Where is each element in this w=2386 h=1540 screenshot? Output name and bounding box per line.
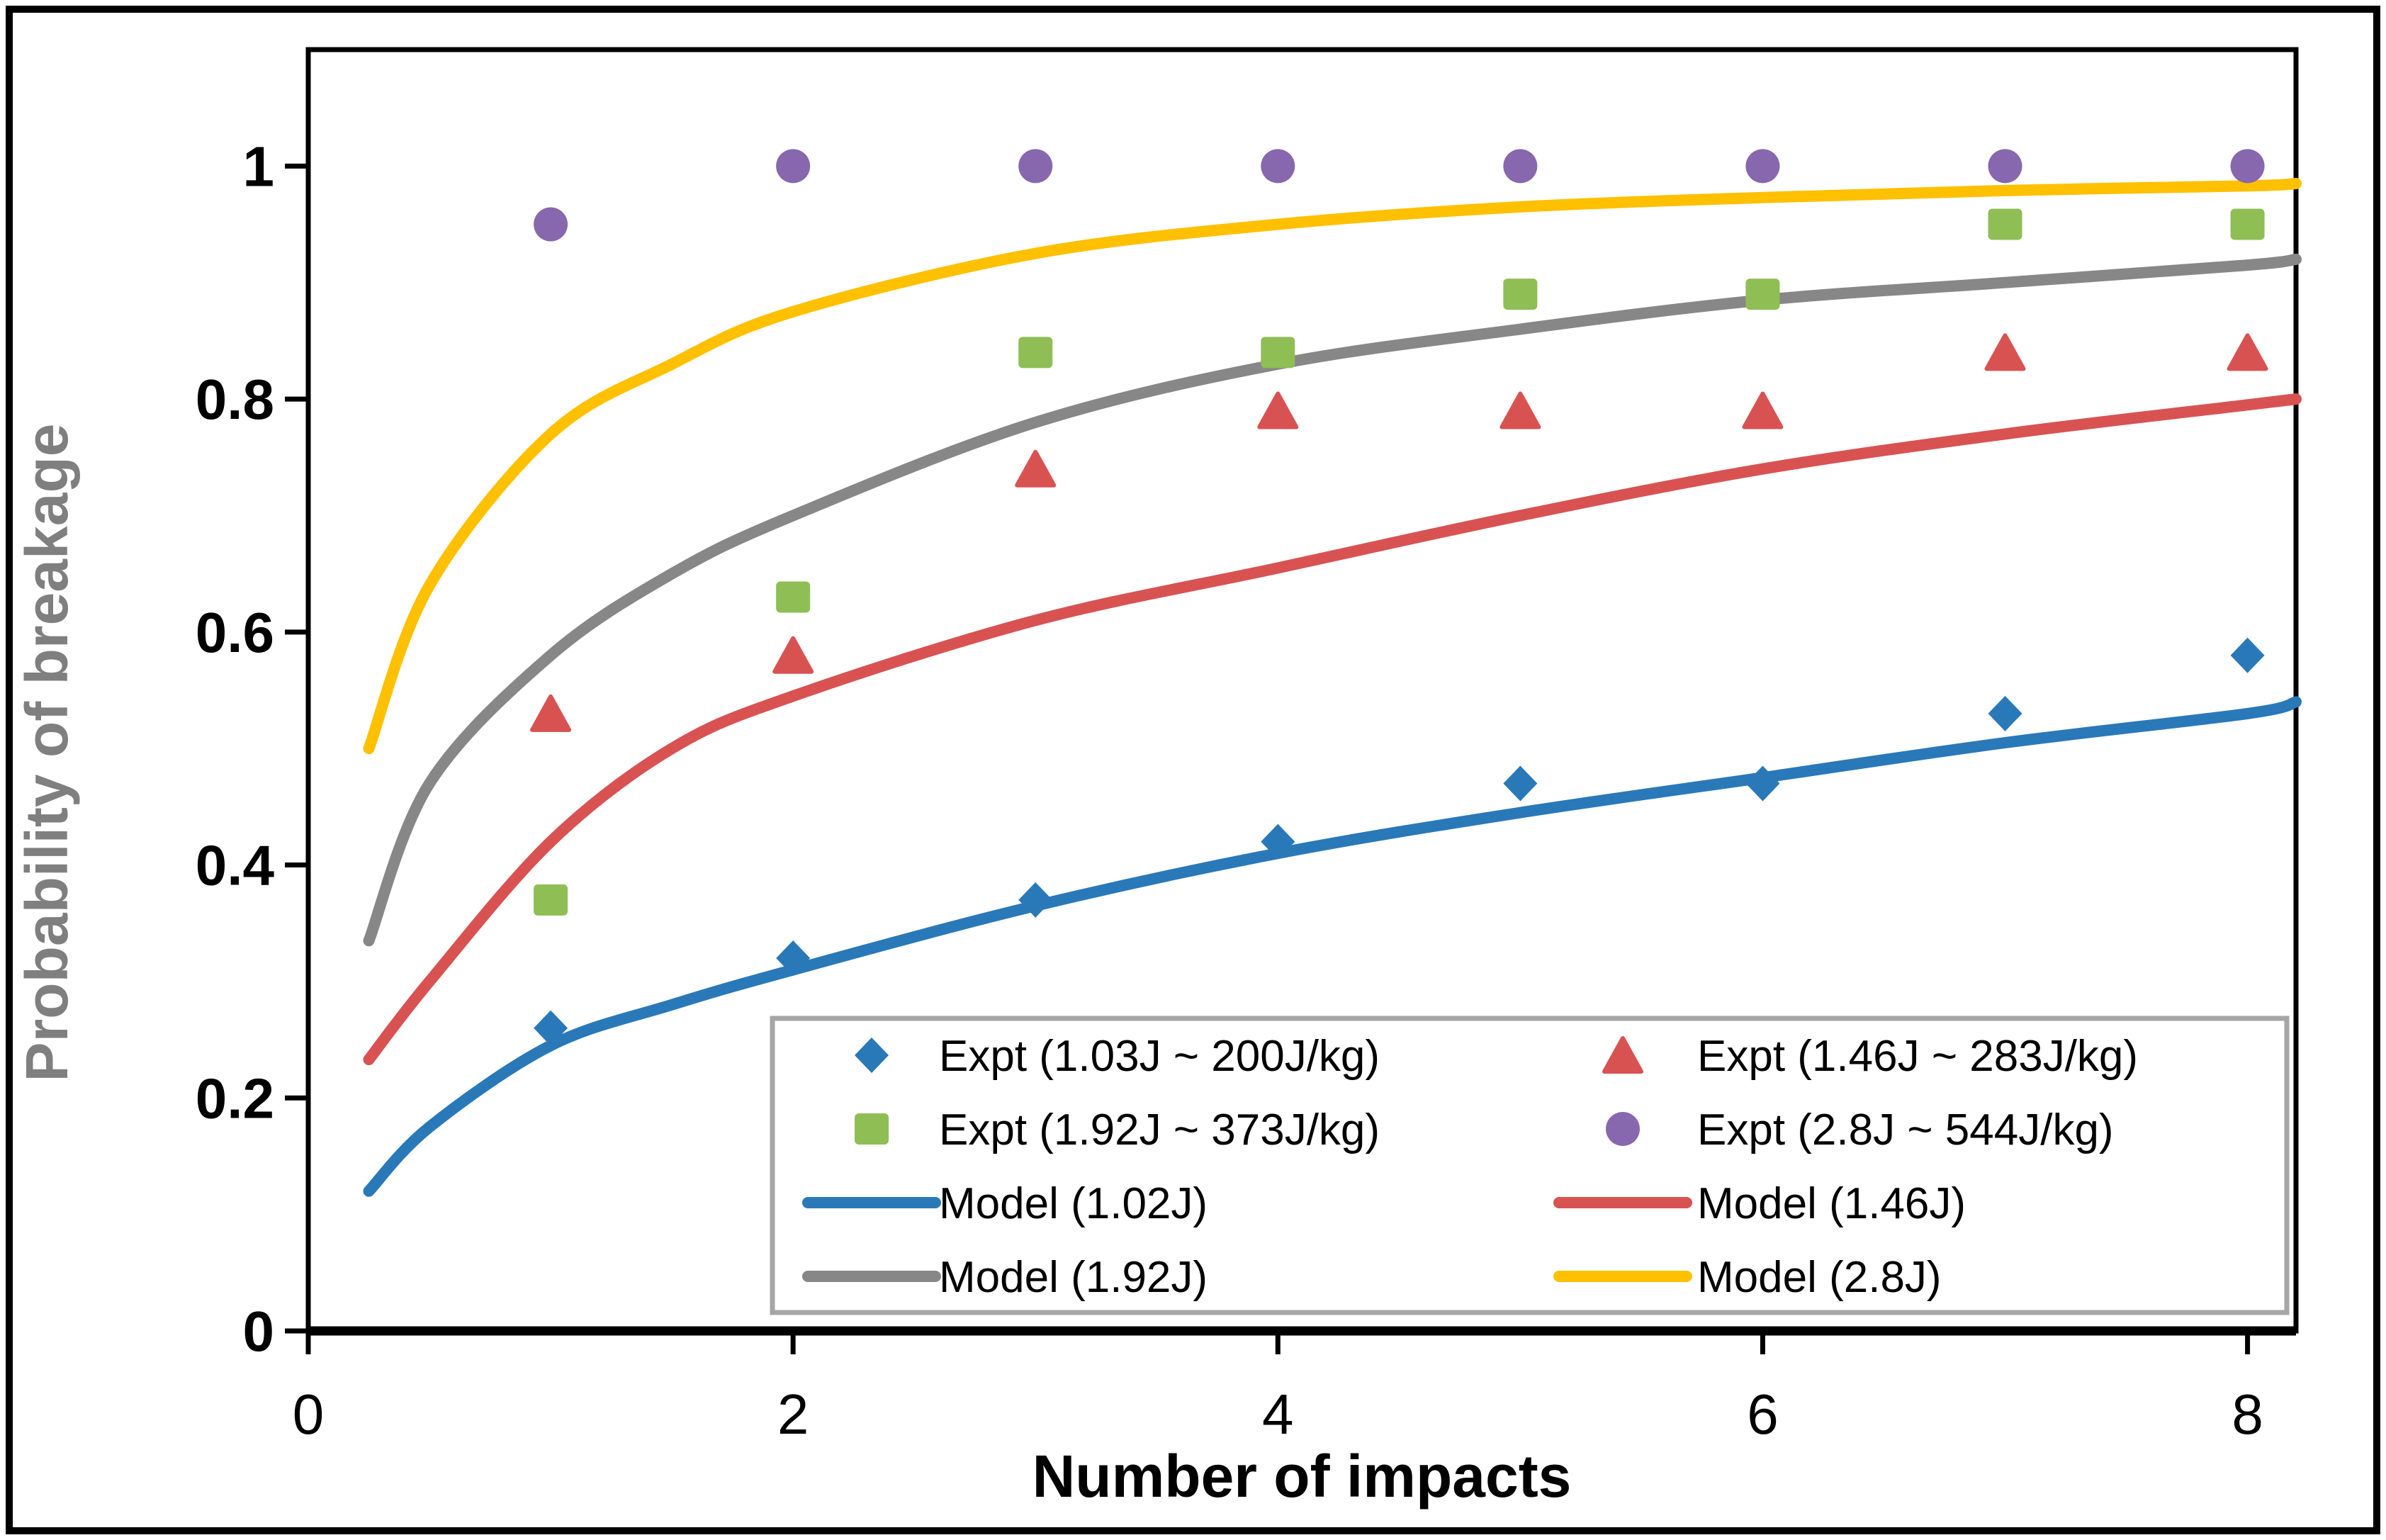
data-point-circle (1745, 149, 1780, 184)
figure-border (6, 6, 2380, 1534)
data-point-circle (776, 149, 811, 184)
model-curve-1.92 (363, 253, 2302, 947)
data-point-square (1261, 337, 1295, 369)
data-point-triangle (1015, 449, 1057, 488)
data-point-circle (2230, 149, 2265, 184)
data-point-triangle (1499, 391, 1541, 429)
model-curve-1.02 (363, 696, 2302, 1197)
legend-label: Model (2.8J) (1697, 1253, 1942, 1302)
data-point-circle (1018, 149, 1053, 184)
legend-entry: Model (1.02J) (802, 1179, 1208, 1228)
data-point-square (534, 884, 568, 916)
x-tick-label: 0 (293, 1383, 325, 1446)
x-tick-label: 2 (777, 1383, 809, 1446)
legend-entry: Model (1.92J) (802, 1253, 1208, 1302)
data-point-square (776, 581, 811, 613)
data-point-square (1018, 337, 1053, 369)
legend: Expt (1.03J ~ 200J/kg) Expt (1.46J ~ 283J… (770, 1016, 2290, 1315)
legend-symbol-diamond-icon (855, 1038, 889, 1073)
data-point-diamond (1503, 765, 1538, 802)
legend-entry: Expt (1.46J ~ 283J/kg) (1602, 1032, 2138, 1081)
data-point-diamond (1018, 882, 1053, 918)
y-tick-label: 0.2 (196, 1067, 274, 1130)
legend-entry: Expt (2.8J ~ 544J/kg) (1606, 1106, 2114, 1154)
data-point-diamond (534, 1010, 568, 1046)
data-point-triangle (772, 636, 814, 674)
data-point-diamond (1988, 695, 2022, 731)
y-tick-label: 0.6 (196, 601, 274, 664)
model-curve-2.8 (363, 178, 2302, 755)
data-point-triangle (530, 694, 572, 732)
data-point-diamond (1261, 824, 1295, 860)
y-tick-label: 0.4 (196, 834, 275, 897)
x-tick-label: 6 (1747, 1383, 1779, 1446)
x-tick-label: 8 (2232, 1383, 2263, 1446)
data-point-circle (1261, 149, 1295, 184)
legend-label: Model (1.92J) (939, 1253, 1208, 1302)
experiment-markers (530, 149, 2268, 1046)
legend-entry: Model (1.46J) (1553, 1179, 1966, 1228)
data-point-diamond (1745, 765, 1780, 802)
x-tick-label: 4 (1262, 1383, 1294, 1446)
legend-symbol-triangle-icon (1602, 1036, 1643, 1074)
y-tick-label: 0.8 (196, 368, 274, 431)
data-point-triangle (1742, 391, 1784, 429)
y-tick-label: 1 (243, 135, 275, 198)
data-point-circle (534, 207, 568, 242)
x-axis-title: Number of impacts (1032, 1443, 1572, 1510)
legend-entry: Model (2.8J) (1553, 1253, 1942, 1302)
data-point-square (1745, 279, 1780, 310)
legend-label: Model (1.02J) (939, 1179, 1208, 1228)
legend-label: Expt (1.46J ~ 283J/kg) (1697, 1032, 2138, 1081)
legend-entry: Expt (1.92J ~ 373J/kg) (855, 1106, 1380, 1154)
legend-symbol-square-icon (855, 1113, 889, 1145)
legend-symbol-circle-icon (1606, 1112, 1640, 1146)
data-point-circle (1988, 149, 2022, 184)
data-point-triangle (2227, 333, 2268, 371)
axis-ticks: 0 0.2 0.4 0.6 0.8 1 0 2 4 6 8 (196, 135, 2263, 1446)
model-curves (363, 178, 2302, 1197)
data-point-triangle (1257, 391, 1299, 429)
y-axis-title: Probability of breakage (13, 424, 80, 1082)
y-tick-label: 0 (243, 1300, 275, 1363)
data-point-circle (1503, 149, 1538, 184)
data-point-diamond (2230, 637, 2265, 673)
data-point-triangle (1984, 333, 2026, 371)
legend-label: Expt (2.8J ~ 544J/kg) (1697, 1106, 2114, 1154)
legend-label: Model (1.46J) (1697, 1179, 1966, 1228)
legend-label: Expt (1.03J ~ 200J/kg) (939, 1032, 1380, 1081)
data-point-square (2230, 208, 2265, 240)
legend-label: Expt (1.92J ~ 373J/kg) (939, 1106, 1380, 1154)
legend-box (770, 1016, 2290, 1315)
model-curve-1.46 (363, 393, 2302, 1066)
data-point-diamond (776, 940, 811, 977)
data-point-square (1503, 279, 1538, 310)
data-point-square (1988, 208, 2022, 240)
legend-entry: Expt (1.03J ~ 200J/kg) (855, 1032, 1380, 1081)
